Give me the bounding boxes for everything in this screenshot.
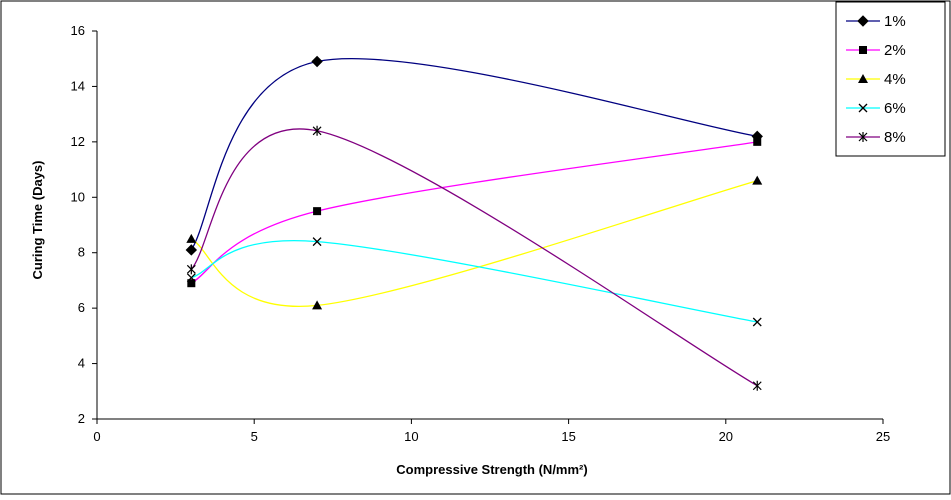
x-tick-label: 0 — [93, 429, 100, 444]
series-3 — [186, 175, 763, 310]
marker-stroke — [752, 317, 762, 327]
legend-item: 1% — [846, 13, 906, 30]
legend-label: 4% — [884, 71, 906, 88]
y-axis-title: Curing Time (Days) — [30, 161, 45, 280]
x-tick-label: 15 — [561, 429, 575, 444]
series-5 — [186, 125, 762, 391]
legend-item: 2% — [846, 42, 906, 59]
series-4 — [186, 237, 762, 327]
data-point — [313, 207, 322, 216]
legend-item: 4% — [846, 71, 906, 88]
legend-marker — [858, 103, 868, 113]
data-point — [186, 233, 197, 243]
legend: 1% 2% 4% 6% 8% — [835, 1, 946, 157]
y-tick-label: 8 — [78, 245, 85, 260]
series-line — [190, 141, 758, 284]
legend-marker — [858, 74, 868, 83]
legend-item: 6% — [846, 100, 906, 117]
y-tick-label: 12 — [71, 134, 85, 149]
data-point — [185, 244, 198, 256]
y-tick-label: 14 — [71, 78, 85, 93]
y-tick-label: 10 — [71, 189, 85, 204]
legend-label: 8% — [884, 129, 906, 146]
legend-label: 1% — [884, 13, 906, 30]
y-tick-label: 2 — [78, 411, 85, 426]
series-2 — [187, 137, 762, 288]
x-tick-label: 5 — [251, 429, 258, 444]
series-line — [190, 58, 758, 251]
series-1 — [185, 55, 763, 256]
data-point — [312, 237, 322, 247]
marker-stroke — [312, 237, 322, 247]
series-group — [185, 55, 763, 391]
series-line — [190, 128, 758, 387]
data-point — [312, 125, 322, 136]
data-point — [753, 137, 762, 146]
x-tick-label: 20 — [719, 429, 733, 444]
data-point — [187, 279, 196, 288]
data-point — [752, 380, 762, 391]
y-tick-label: 6 — [78, 300, 85, 315]
marker-stroke — [186, 273, 196, 283]
data-point — [752, 317, 762, 327]
data-point — [311, 55, 323, 68]
data-point — [312, 300, 323, 310]
legend-label: 2% — [884, 42, 906, 59]
data-point — [186, 273, 196, 283]
marker-stroke — [858, 103, 868, 113]
y-tick-label: 16 — [71, 23, 85, 38]
series-line — [190, 180, 758, 308]
legend-marker — [857, 15, 869, 27]
data-point — [752, 175, 763, 185]
data-point — [186, 264, 196, 275]
legend-marker — [859, 46, 867, 54]
series-line — [191, 240, 758, 323]
x-axis-title: Compressive Strength (N/mm²) — [396, 462, 587, 477]
y-tick-label: 4 — [78, 356, 85, 371]
legend-label: 6% — [884, 100, 906, 117]
x-tick-label: 10 — [404, 429, 418, 444]
x-tick-label: 25 — [876, 429, 890, 444]
legend-item: 8% — [846, 129, 906, 146]
legend-marker — [858, 132, 868, 142]
axes: 2 4 6 8 10 12 14 16 0 5 10 15 20 25 — [71, 23, 891, 444]
